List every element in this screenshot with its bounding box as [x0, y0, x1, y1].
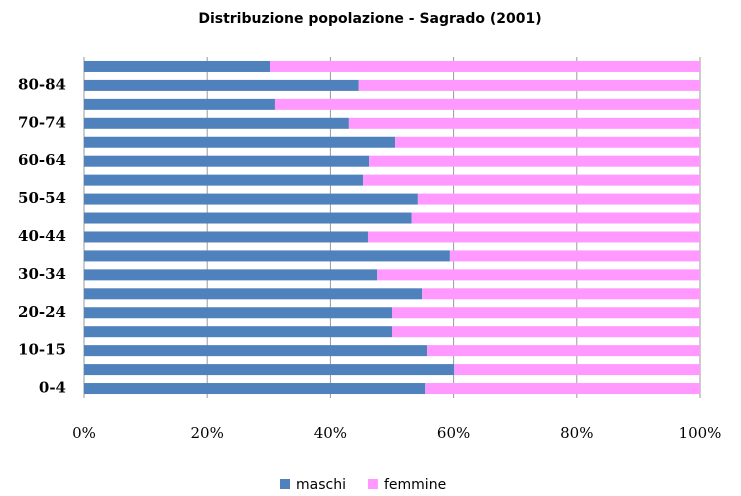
y-tick-label: 70-74: [18, 113, 66, 131]
legend-swatch: [280, 479, 290, 489]
y-tick-label: 0-4: [39, 379, 66, 397]
bar-segment: [84, 269, 378, 281]
bar-segment: [84, 117, 349, 129]
x-tick-label: 20%: [191, 424, 224, 442]
bar-segment: [84, 364, 455, 376]
bar-segment: [427, 345, 700, 357]
x-tick-label: 100%: [679, 424, 722, 442]
y-tick-label: 20-24: [18, 303, 66, 321]
bar-segment: [395, 136, 700, 148]
bar-segment: [392, 326, 700, 338]
x-tick-label: 80%: [560, 424, 593, 442]
x-tick-label: 0%: [72, 424, 96, 442]
bar-segment: [367, 231, 700, 243]
bar-segment: [84, 383, 426, 395]
bar-segment: [84, 60, 271, 72]
bar-segment: [348, 117, 700, 129]
bar-segment: [84, 174, 364, 186]
bar-segment: [84, 79, 359, 91]
legend-label: femmine: [384, 477, 446, 493]
bar-segment: [84, 98, 275, 110]
y-tick-label: 40-44: [18, 227, 66, 245]
bar-segment: [84, 212, 412, 224]
bar-segment: [84, 250, 450, 262]
bar-segment: [358, 79, 700, 91]
chart-title: Distribuzione popolazione - Sagrado (200…: [198, 11, 541, 27]
bar-segment: [84, 288, 423, 300]
y-tick-label: 30-34: [18, 265, 66, 283]
bar-segment: [422, 288, 700, 300]
bar-segment: [369, 155, 700, 167]
bar-segment: [363, 174, 700, 186]
bar-segment: [392, 307, 700, 319]
bar-segment: [84, 193, 418, 205]
bar-segment: [377, 269, 700, 281]
bar-segment: [270, 60, 700, 72]
y-tick-label: 50-54: [18, 189, 66, 207]
y-tick-label: 80-84: [18, 75, 66, 93]
bar-segment: [454, 364, 700, 376]
bar-segment: [425, 383, 700, 395]
legend-swatch: [367, 479, 378, 489]
bar-segment: [84, 155, 370, 167]
bar-segment: [84, 307, 392, 319]
x-tick-label: 40%: [314, 424, 347, 442]
bar-segment: [84, 231, 368, 243]
bar-segment: [274, 98, 700, 110]
x-tick-label: 60%: [437, 424, 470, 442]
bar-segment: [84, 345, 428, 357]
bar-segment: [449, 250, 700, 262]
bar-segment: [411, 212, 700, 224]
bar-segment: [417, 193, 700, 205]
bar-segment: [84, 326, 392, 338]
y-tick-label: 60-64: [18, 151, 66, 169]
y-tick-label: 10-15: [18, 341, 66, 359]
legend-label: maschi: [296, 477, 346, 493]
bar-segment: [84, 136, 396, 148]
